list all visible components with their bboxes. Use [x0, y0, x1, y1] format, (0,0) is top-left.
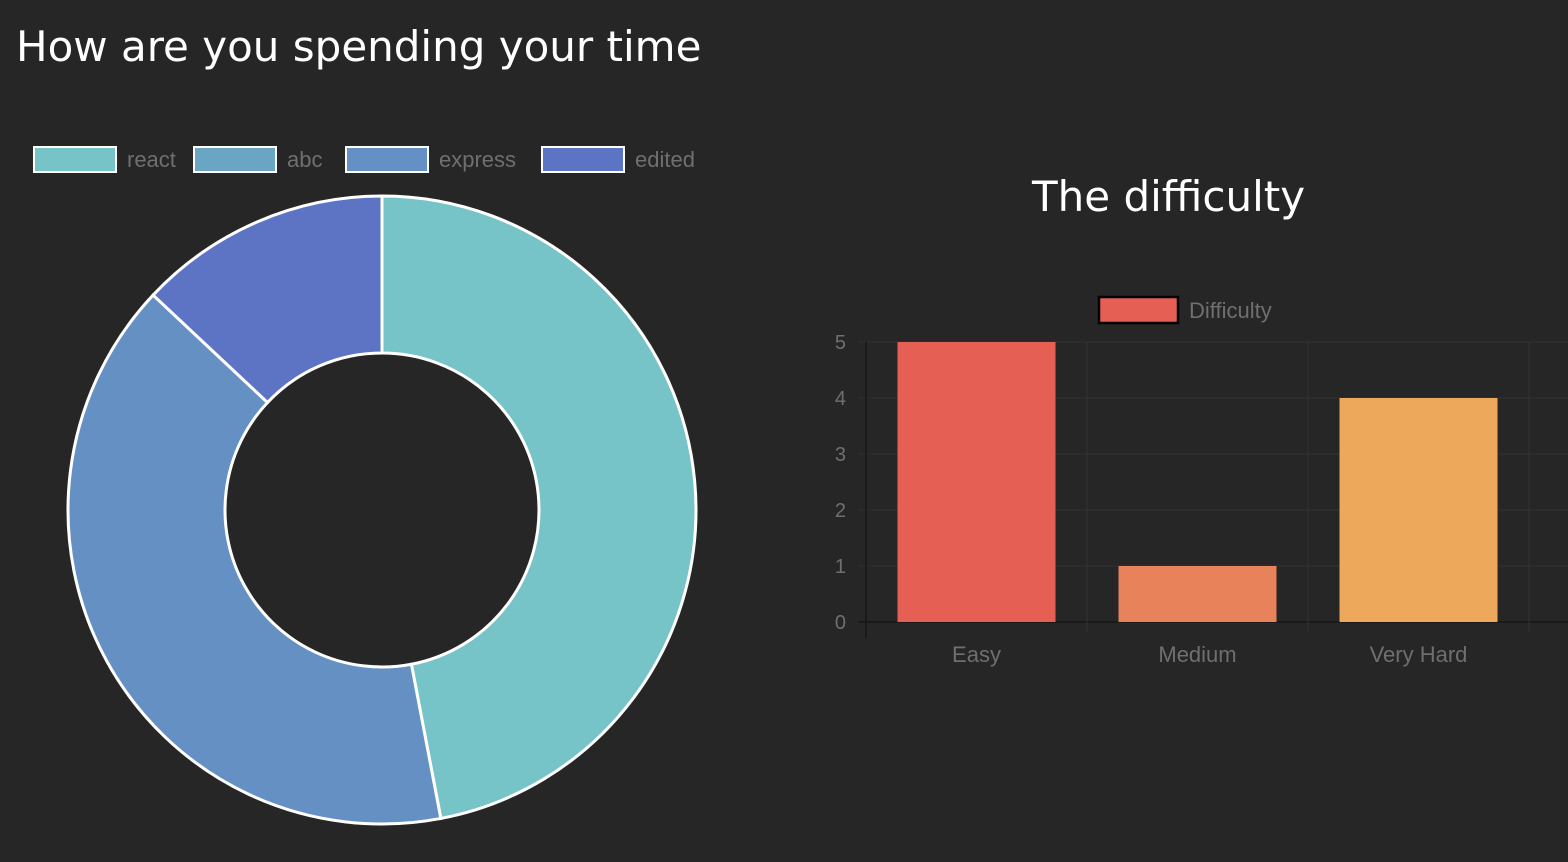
y-tick-label-1: 1 [835, 556, 846, 578]
legend-label-difficulty: Difficulty [1189, 298, 1272, 323]
bar-marks: Easy Medium Very Hard [897, 342, 1498, 667]
legend-item-react[interactable]: react [33, 146, 176, 173]
bar-legend: Difficulty [1097, 295, 1272, 325]
legend-label-edited: edited [635, 147, 695, 172]
legend-swatch-edited [541, 146, 625, 173]
x-tick-label-easy: Easy [952, 642, 1001, 667]
legend-swatch-express [345, 146, 429, 173]
legend-label-abc: abc [287, 147, 322, 172]
donut-legend: react abc express edited [33, 146, 695, 173]
legend-item-abc[interactable]: abc [193, 146, 322, 173]
legend-label-express: express [439, 147, 516, 172]
bar-very-hard[interactable] [1339, 398, 1498, 622]
legend-swatch-difficulty [1097, 295, 1180, 325]
donut-slice-edited[interactable] [150, 194, 384, 405]
y-tick-label-4: 4 [835, 388, 846, 410]
y-tick-label-3: 3 [835, 444, 846, 466]
time-chart-title: How are you spending your time [16, 22, 702, 71]
legend-item-express[interactable]: express [345, 146, 516, 173]
bar-easy[interactable] [897, 342, 1056, 622]
y-tick-label-2: 2 [835, 500, 846, 522]
donut-chart: react abc express edited [33, 146, 698, 826]
donut-slices [66, 194, 698, 826]
legend-label-react: react [127, 147, 176, 172]
legend-item-difficulty[interactable]: Difficulty [1097, 295, 1272, 325]
x-tick-label-medium: Medium [1158, 642, 1236, 667]
donut-slice-express[interactable] [66, 292, 443, 826]
y-tick-label-0: 0 [835, 612, 846, 634]
x-tick-label-very-hard: Very Hard [1370, 642, 1468, 667]
legend-swatch-react [33, 146, 117, 173]
donut-slice-react[interactable] [380, 194, 698, 821]
y-tick-label-5: 5 [835, 332, 846, 354]
legend-swatch-abc [193, 146, 277, 173]
legend-item-edited[interactable]: edited [541, 146, 695, 173]
bar-medium[interactable] [1118, 566, 1277, 622]
difficulty-chart-title: The difficulty [1032, 172, 1306, 221]
